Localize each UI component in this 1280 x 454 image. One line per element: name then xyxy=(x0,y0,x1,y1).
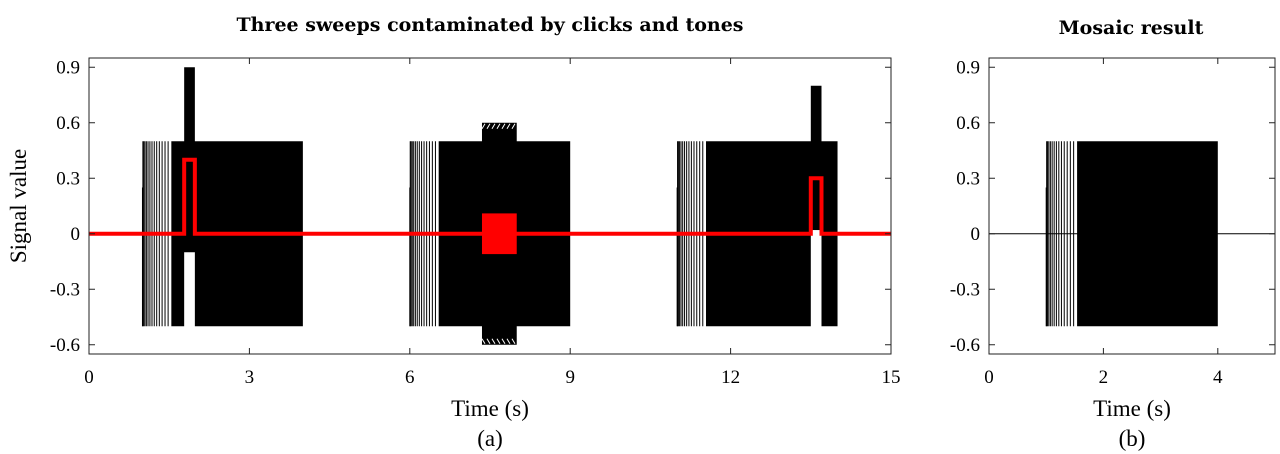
panel-a-sublabel: (a) xyxy=(477,426,503,451)
panel-b-title: Mosaic result xyxy=(1059,17,1204,39)
tone-edge xyxy=(506,123,511,130)
x-tick-label: 0 xyxy=(984,367,994,388)
tone-edge xyxy=(496,123,501,130)
y-tick-label: -0.3 xyxy=(950,279,980,300)
click-spike xyxy=(810,85,822,143)
mosaic-sweep-1 xyxy=(1045,141,1218,327)
tone-edge xyxy=(481,123,486,130)
panel-a-axes-box xyxy=(88,57,892,355)
x-tick-label: 4 xyxy=(1213,367,1223,388)
panel-b-axes-box xyxy=(988,57,1276,355)
tone-edge xyxy=(486,338,491,345)
y-tick-label: -0.6 xyxy=(50,335,80,356)
y-tick-label: 0 xyxy=(971,224,981,245)
x-tick-label: 15 xyxy=(882,367,901,388)
tone-edge xyxy=(491,338,496,345)
panel-a-ticks: 0 3 6 9 12 15 -0.6 -0.3 0 0.3 0.6 0.9 xyxy=(50,57,901,388)
click-gap xyxy=(184,252,195,328)
y-tick-label: -0.3 xyxy=(50,279,80,300)
panel-b-xlabel: Time (s) xyxy=(1093,396,1171,421)
click-2 xyxy=(810,85,822,328)
click-gap xyxy=(810,230,822,328)
x-tick-label: 0 xyxy=(84,367,94,388)
click-spike xyxy=(184,67,195,143)
panel-a: Three sweeps contaminated by clicks and … xyxy=(6,14,901,451)
sweep-body xyxy=(1077,141,1218,327)
tone-edge xyxy=(511,123,516,130)
panel-b: Mosaic result 0 2 4 -0.6 -0.3 0 0.3 0.6 0.9 Time… xyxy=(950,17,1276,451)
y-tick-label: 0.9 xyxy=(956,57,980,78)
x-tick-label: 9 xyxy=(565,367,575,388)
tone-edge xyxy=(501,338,506,345)
x-tick-label: 3 xyxy=(245,367,255,388)
y-tick-label: 0.3 xyxy=(956,168,980,189)
x-tick-label: 6 xyxy=(405,367,415,388)
tone-edge xyxy=(511,338,516,345)
tone-edge xyxy=(481,338,486,345)
panel-a-ylabel: Signal value xyxy=(6,149,31,263)
tone-edge xyxy=(496,338,501,345)
panel-a-title: Three sweeps contaminated by clicks and … xyxy=(237,14,744,36)
panel-a-xlabel: Time (s) xyxy=(451,396,529,421)
panel-a-plot-area xyxy=(89,67,891,345)
tone-edge xyxy=(506,338,511,345)
tone-edge xyxy=(501,123,506,130)
tone-edge xyxy=(486,123,491,130)
y-tick-label: 0.3 xyxy=(56,168,80,189)
panel-b-sublabel: (b) xyxy=(1119,426,1146,451)
tone-edge xyxy=(491,123,496,130)
y-tick-label: 0.6 xyxy=(56,113,80,134)
x-tick-label: 12 xyxy=(721,367,740,388)
y-tick-label: 0.9 xyxy=(56,57,80,78)
y-tick-label: 0 xyxy=(71,224,81,245)
panel-b-ticks: 0 2 4 -0.6 -0.3 0 0.3 0.6 0.9 xyxy=(950,57,1275,388)
panel-b-plot-area xyxy=(989,141,1275,327)
detection-trace xyxy=(89,157,891,255)
y-tick-label: 0.6 xyxy=(956,113,980,134)
detection-tone-box xyxy=(481,213,517,255)
x-tick-label: 2 xyxy=(1099,367,1109,388)
click-1 xyxy=(184,67,195,328)
y-tick-label: -0.6 xyxy=(950,335,980,356)
